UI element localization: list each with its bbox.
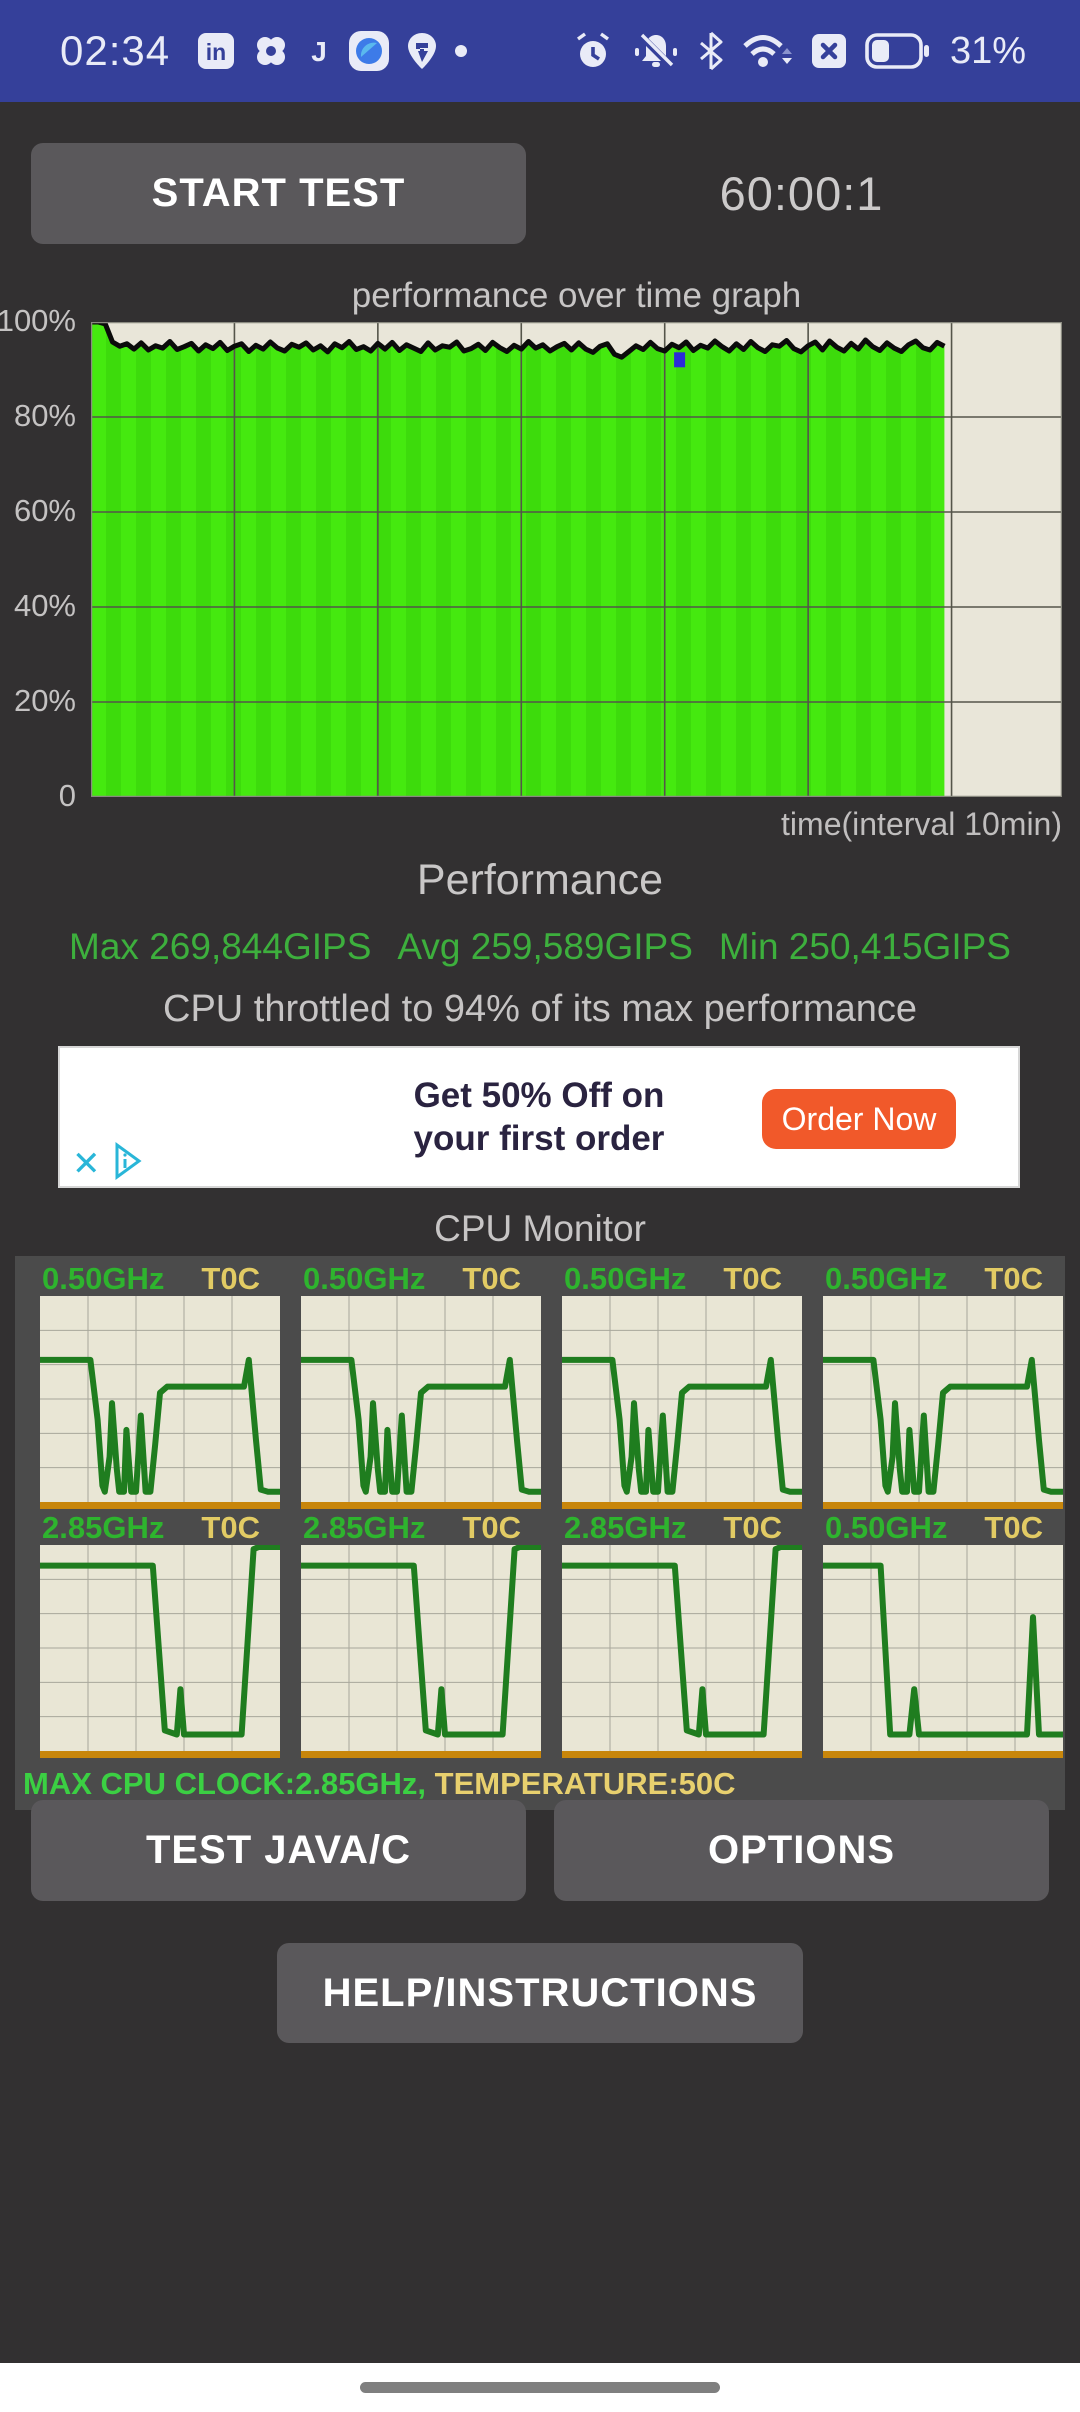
battery-percent: 31% (949, 29, 1026, 72)
core-baseline-bar (823, 1502, 1063, 1509)
y-tick: 60% (13, 493, 76, 528)
core-temperature: T0C (723, 1261, 782, 1296)
core-temperature: T0C (462, 1510, 521, 1545)
core-baseline-bar (40, 1751, 280, 1758)
core-frequency: 2.85GHz (303, 1510, 426, 1545)
core-frequency: 2.85GHz (564, 1510, 687, 1545)
test-java-c-button[interactable]: TEST JAVA/C (31, 1800, 526, 1901)
y-tick: 0 (58, 778, 76, 813)
cpu-core-chart: 0.50GHz T0C (301, 1260, 541, 1509)
core-baseline-bar (823, 1751, 1063, 1758)
cpu-core-chart: 0.50GHz T0C (562, 1260, 802, 1509)
stat-min: Min 250,415GIPS (718, 926, 1011, 967)
swiggy-icon (407, 32, 437, 70)
core-temperature: T0C (201, 1261, 260, 1296)
cpu-monitor-title: CPU Monitor (434, 1208, 646, 1249)
core-baseline-bar (301, 1502, 541, 1509)
core-baseline-bar (562, 1502, 802, 1509)
svg-text:in: in (206, 39, 226, 65)
x-axis-label: time(interval 10min) (781, 806, 1062, 842)
options-button[interactable]: OPTIONS (554, 1800, 1049, 1901)
y-tick: 100% (0, 303, 76, 338)
ad-line2: your first order (413, 1119, 665, 1158)
core-baseline-bar (562, 1751, 802, 1758)
performance-title: Performance (416, 856, 664, 904)
core-baseline-bar (40, 1502, 280, 1509)
core-temperature: T0C (984, 1510, 1043, 1545)
gesture-nav-handle[interactable] (360, 2382, 720, 2393)
y-tick: 40% (13, 588, 76, 623)
alarm-icon (572, 30, 614, 72)
performance-chart (91, 322, 1062, 797)
core-temperature: T0C (984, 1261, 1043, 1296)
performance-chart-plot (91, 322, 1062, 797)
help-instructions-button[interactable]: HELP/INSTRUCTIONS (277, 1943, 803, 2043)
battery-icon (865, 33, 931, 69)
core-temperature: T0C (462, 1261, 521, 1296)
start-test-button[interactable]: START TEST (31, 143, 526, 244)
core-frequency: 0.50GHz (825, 1510, 948, 1545)
cpu-core-chart: 2.85GHz T0C (40, 1509, 280, 1758)
svg-text:J: J (311, 36, 327, 67)
bluetooth-icon (698, 31, 724, 71)
stat-max: Max 269,844GIPS (69, 926, 372, 967)
sim-missing-icon (810, 32, 848, 70)
cpu-monitor-status: MAX CPU CLOCK:2.85GHz, TEMPERATURE:50C (15, 1758, 1065, 1802)
core-frequency: 0.50GHz (303, 1261, 426, 1296)
performance-stats: Max 269,844GIPS Avg 259,589GIPS Min 250,41… (0, 926, 1080, 968)
core-frequency: 0.50GHz (564, 1261, 687, 1296)
ad-order-now-button[interactable]: Order Now (762, 1089, 956, 1149)
y-tick: 80% (13, 398, 76, 433)
cpu-core-chart: 0.50GHz T0C (40, 1260, 280, 1509)
ad-line1: Get 50% Off on (413, 1076, 665, 1115)
ad-text: Get 50% Off on your first order (60, 1048, 1018, 1186)
test-timer: 60:00:1 (719, 167, 884, 220)
core-frequency: 0.50GHz (825, 1261, 948, 1296)
adchoices-icon[interactable] (111, 1141, 145, 1186)
y-axis-labels: 100% 80% 60% 40% 20% 0 (0, 303, 84, 813)
dot-icon (454, 44, 468, 58)
cpu-monitor-panel: 0.50GHz T0C 0.50GHz T0C 0.50GHz T0C 0.50GHz T0C… (15, 1256, 1065, 1810)
temperature-text: TEMPERATURE:50C (434, 1766, 736, 1801)
cpu-core-chart: 0.50GHz T0C (823, 1260, 1063, 1509)
wifi-icon (741, 31, 793, 71)
lemon-app-icon (348, 30, 390, 72)
cpu-core-chart: 2.85GHz T0C (562, 1509, 802, 1758)
ad-banner[interactable]: Get 50% Off on your first order Order No… (58, 1046, 1020, 1188)
y-tick: 20% (13, 683, 76, 718)
notifications-off-icon (631, 30, 681, 72)
cpu-core-chart: 2.85GHz T0C (301, 1509, 541, 1758)
linkedin-icon: in (197, 32, 235, 70)
core-frequency: 2.85GHz (42, 1510, 165, 1545)
stat-avg: Avg 259,589GIPS (397, 926, 693, 967)
cpu-core-chart: 0.50GHz T0C (823, 1509, 1063, 1758)
clover-icon (252, 32, 290, 70)
throttle-summary: CPU throttled to 94% of its max performa… (163, 988, 917, 1030)
cpu-core-grid: 0.50GHz T0C 0.50GHz T0C 0.50GHz T0C 0.50GHz T0C… (15, 1260, 1065, 1758)
core-frequency: 0.50GHz (42, 1261, 165, 1296)
j-icon: J (307, 32, 331, 70)
core-temperature: T0C (201, 1510, 260, 1545)
status-bar: 02:34 in J (0, 0, 1080, 102)
max-clock-text: MAX CPU CLOCK:2.85GHz, (23, 1766, 435, 1801)
chart-title: performance over time graph (351, 276, 802, 315)
ad-close-icon[interactable]: ✕ (72, 1144, 101, 1183)
clock-time: 02:34 (60, 27, 171, 74)
core-temperature: T0C (723, 1510, 782, 1545)
core-baseline-bar (301, 1751, 541, 1758)
